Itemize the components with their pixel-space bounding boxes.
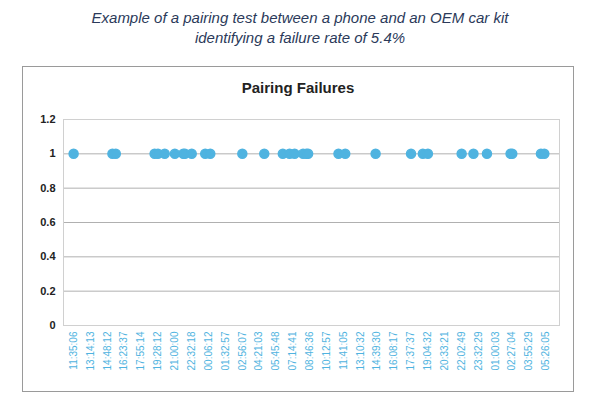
svg-text:1: 1: [49, 147, 55, 159]
svg-text:0.4: 0.4: [40, 250, 56, 262]
svg-text:20:33:21: 20:33:21: [439, 331, 450, 370]
svg-text:11:41:05: 11:41:05: [338, 331, 349, 370]
svg-text:23:32:29: 23:32:29: [473, 331, 484, 370]
svg-text:16:23:37: 16:23:37: [118, 331, 129, 370]
svg-text:17:55:14: 17:55:14: [135, 331, 146, 370]
svg-text:13:10:32: 13:10:32: [355, 331, 366, 370]
svg-text:07:14:41: 07:14:41: [287, 331, 298, 370]
svg-text:05:26:05: 05:26:05: [540, 331, 551, 370]
svg-text:03:55:29: 03:55:29: [523, 331, 534, 370]
svg-text:10:12:57: 10:12:57: [321, 331, 332, 370]
svg-text:14:48:12: 14:48:12: [102, 331, 113, 370]
svg-text:08:46:36: 08:46:36: [304, 331, 315, 370]
svg-text:0: 0: [49, 319, 55, 331]
svg-text:16:08:17: 16:08:17: [388, 331, 399, 370]
svg-text:00:06:12: 00:06:12: [203, 331, 214, 370]
html-text:Example of a pairing test betw: Example of a pairing test between a phon…: [91, 9, 509, 46]
svg-text:05:45:48: 05:45:48: [270, 331, 281, 370]
svg-text:01:32:57: 01:32:57: [220, 331, 231, 370]
svg-text:13:14:13: 13:14:13: [85, 331, 96, 370]
svg-text:04:21:03: 04:21:03: [253, 331, 264, 370]
svg-text:11:35:06: 11:35:06: [68, 331, 79, 370]
svg-text:22:32:18: 22:32:18: [186, 331, 197, 370]
svg-text:22:02:49: 22:02:49: [456, 331, 467, 370]
svg-text:17:37:37: 17:37:37: [405, 331, 416, 370]
svg-text:1.2: 1.2: [40, 113, 55, 125]
svg-text:0.2: 0.2: [40, 285, 55, 297]
svg-text:02:56:07: 02:56:07: [237, 331, 248, 370]
svg-text:19:04:32: 19:04:32: [422, 331, 433, 370]
svg-text:01:00:03: 01:00:03: [490, 331, 501, 370]
svg-text:0.6: 0.6: [40, 216, 55, 228]
svg-text:14:39:30: 14:39:30: [371, 331, 382, 370]
svg-text:19:28:12: 19:28:12: [152, 331, 163, 370]
html-text:Pairing Failures: Pairing Failures: [241, 79, 355, 96]
svg-text:0.8: 0.8: [40, 182, 55, 194]
svg-text:21:00:00: 21:00:00: [169, 331, 180, 370]
svg-text:02:27:04: 02:27:04: [506, 331, 517, 370]
